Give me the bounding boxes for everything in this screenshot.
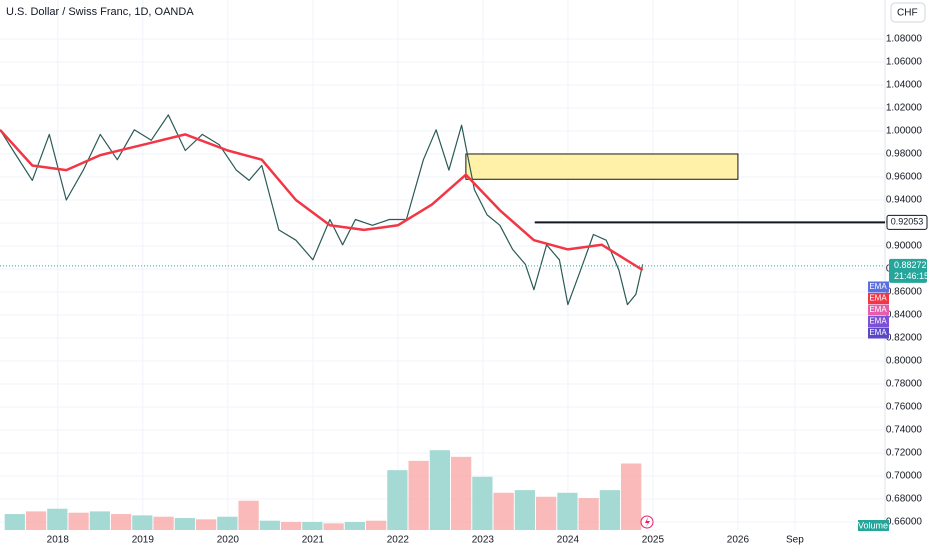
last-price-label: 0.88272	[894, 260, 927, 270]
price-line	[0, 114, 644, 306]
currency-label[interactable]: CHF	[897, 8, 918, 19]
volume-tag	[858, 520, 889, 531]
ema-label: EMA	[869, 317, 887, 326]
volume-label: Volume	[858, 520, 888, 530]
volume-bar	[280, 522, 302, 530]
volume-bar	[302, 522, 323, 530]
volume-bar	[365, 520, 387, 530]
ema-tag	[868, 293, 889, 304]
currency-button[interactable]	[890, 2, 926, 23]
y-tick-label: 0.66000	[886, 517, 923, 528]
ema-tag	[868, 316, 889, 327]
zone	[465, 153, 739, 180]
y-tick-label: 0.72000	[886, 448, 923, 459]
x-tick-label: 2026	[727, 535, 750, 546]
y-tick-label: 0.74000	[886, 425, 923, 436]
volume-bar	[132, 515, 153, 530]
ema-label: EMA	[869, 294, 887, 303]
y-tick-label: 0.96000	[886, 172, 923, 183]
volume-bar	[387, 470, 408, 530]
countdown: 21:46:15	[894, 271, 929, 281]
volume-bar	[68, 512, 89, 530]
ema-label: EMA	[869, 328, 887, 337]
y-tick-label: 1.02000	[886, 103, 923, 114]
ema-label: EMA	[869, 305, 887, 314]
volume-bar	[557, 492, 578, 530]
volume-bar	[47, 508, 68, 530]
y-tick-label: 0.98000	[886, 149, 923, 160]
ema-label: EMA	[869, 282, 887, 291]
x-tick-label: 2022	[387, 535, 410, 546]
ema-line	[0, 128, 644, 272]
y-tick-label: 0.90000	[886, 241, 923, 252]
volume-bar	[89, 511, 110, 530]
volume-bar	[259, 520, 280, 530]
x-tick-label: 2020	[217, 535, 240, 546]
volume-bar	[599, 490, 621, 530]
y-tick-label: 1.08000	[886, 34, 923, 45]
volume-bar	[323, 523, 344, 530]
volume-bar	[451, 456, 472, 530]
x-tick-label: 2024	[557, 535, 580, 546]
volume-bar	[621, 463, 642, 530]
y-tick-label: 1.00000	[886, 126, 923, 137]
level-tag	[886, 214, 928, 230]
y-tick-label: 0.82000	[886, 333, 923, 344]
chart-title: U.S. Dollar / Swiss Franc, 1D, OANDA	[6, 6, 194, 18]
x-tick-label: 2025	[642, 535, 665, 546]
volume-bar	[174, 518, 195, 530]
x-tick-label: 2019	[132, 535, 155, 546]
y-tick-label: 1.06000	[886, 57, 923, 68]
volume-bar	[344, 522, 365, 530]
volume-bar	[110, 514, 132, 530]
event-icon-bolt	[645, 517, 650, 527]
y-tick-label: 0.78000	[886, 379, 923, 390]
y-tick-label: 0.80000	[886, 356, 923, 367]
volume-bar	[536, 496, 557, 530]
volume-bar	[493, 492, 514, 530]
last-price-tag	[889, 258, 927, 283]
y-tick-label: 0.76000	[886, 402, 923, 413]
volume-bar	[153, 516, 174, 530]
volume-bar	[472, 476, 493, 530]
y-tick-label: 0.70000	[886, 471, 923, 482]
y-tick-label: 0.68000	[886, 494, 923, 505]
volume-bar	[4, 514, 25, 530]
x-tick-label: 2023	[472, 535, 495, 546]
volume-bar	[578, 498, 599, 530]
ema-tag	[868, 281, 889, 293]
volume-bar	[25, 511, 47, 530]
x-tick-label: Sep	[786, 535, 804, 546]
ema-tag	[868, 327, 889, 339]
volume-bar	[195, 519, 217, 530]
level-label: 0.92053	[891, 217, 924, 227]
x-tick-label: 2018	[47, 535, 70, 546]
x-tick-label: 2021	[302, 535, 325, 546]
volume-bar	[217, 516, 238, 530]
ema-tag	[868, 304, 889, 316]
volume-bar	[408, 460, 429, 530]
y-tick-label: 1.04000	[886, 80, 923, 91]
volume-bar	[514, 490, 536, 530]
volume-bar	[429, 450, 451, 530]
y-tick-label: 0.86000	[886, 287, 923, 298]
y-tick-label: 0.94000	[886, 195, 923, 206]
volume-bar	[238, 500, 259, 530]
y-tick-label: 0.84000	[886, 310, 923, 321]
